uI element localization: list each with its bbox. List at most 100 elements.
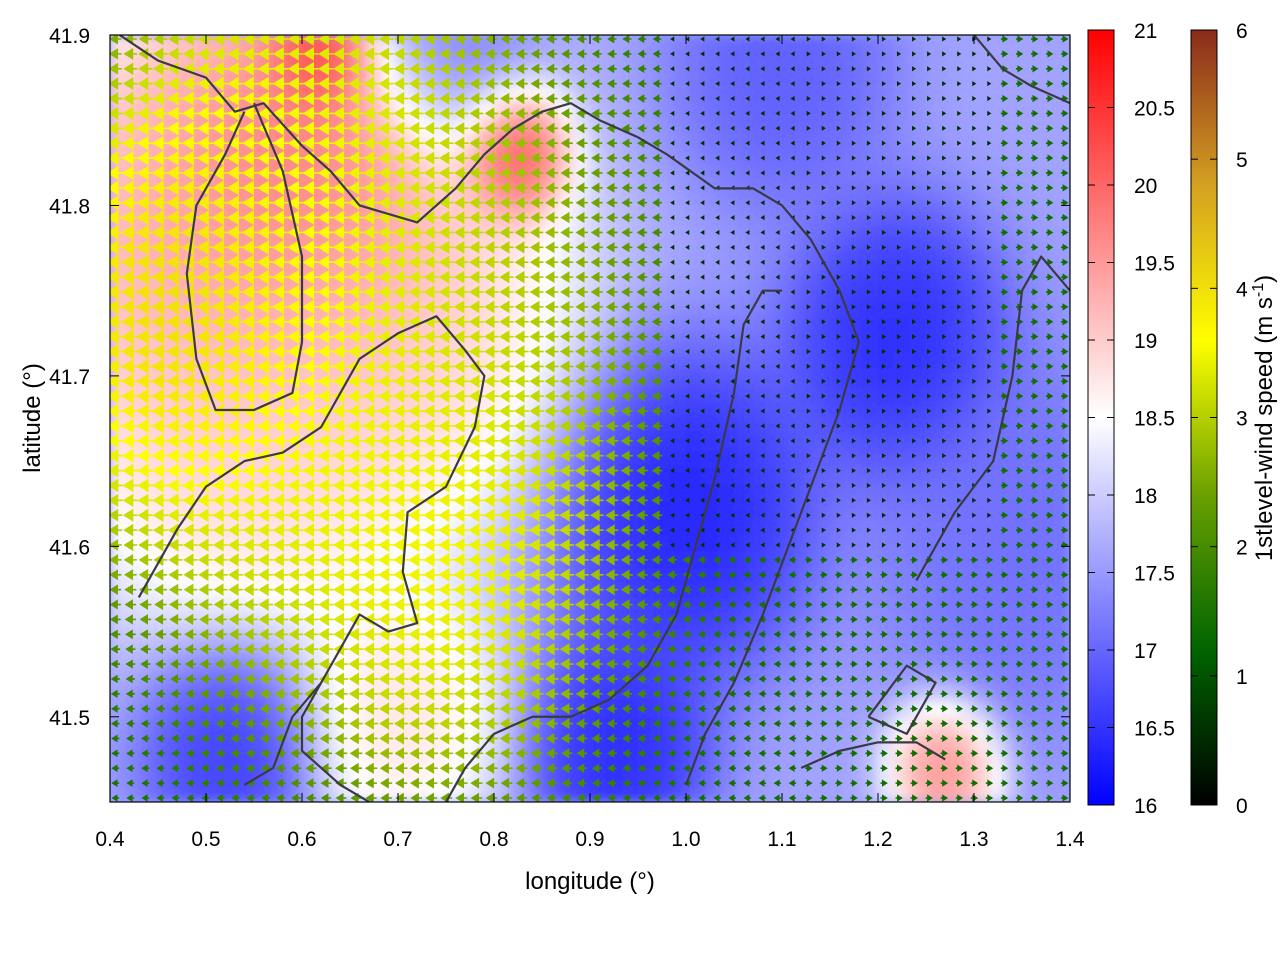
wind-arrow: [348, 552, 364, 567]
temperature-cell: [749, 751, 767, 770]
wind-arrow: [636, 405, 648, 417]
temperature-cell: [989, 351, 1007, 369]
wind-arrow: [141, 764, 150, 773]
wind-arrow: [347, 240, 365, 255]
temperature-cell: [685, 501, 703, 520]
wind-arrow: [408, 537, 425, 553]
temperature-cell: [733, 201, 751, 219]
wind-arrow: [393, 91, 409, 106]
wind-arrow: [651, 510, 663, 521]
wind-arrow: [438, 508, 455, 523]
temperature-cell: [685, 434, 703, 453]
wind-arrow: [498, 419, 515, 433]
temperature-cell: [829, 651, 847, 670]
temperature-cell: [669, 484, 687, 503]
wind-arrow: [230, 748, 241, 758]
wind-arrow: [168, 583, 183, 596]
wind-arrow: [110, 523, 123, 537]
wind-arrow: [257, 358, 275, 374]
temperature-cell: [797, 384, 815, 403]
wind-arrow: [667, 570, 677, 580]
temperature-cell: [637, 718, 655, 736]
temperature-cell: [989, 67, 1007, 86]
wind-arrow: [408, 508, 425, 523]
temperature-cell: [1005, 551, 1023, 570]
temperature-cell: [733, 117, 751, 136]
wind-arrow: [559, 330, 574, 343]
wind-arrow: [667, 674, 677, 684]
wind-arrow: [211, 210, 230, 226]
wind-arrow: [136, 165, 154, 181]
wind-arrow: [667, 689, 677, 699]
temperature-cell: [925, 101, 943, 119]
temperature-cell: [909, 151, 927, 169]
temperature-cell: [973, 334, 991, 353]
wind-arrow: [227, 418, 245, 434]
temperature-cell: [797, 51, 815, 69]
temperature-cell: [621, 718, 639, 736]
wind-arrow: [636, 599, 648, 610]
wind-arrow: [409, 35, 424, 46]
wind-arrow: [685, 244, 690, 250]
wind-arrow: [621, 108, 632, 119]
wind-arrow: [636, 644, 648, 655]
temperature-cell: [925, 217, 943, 236]
wind-arrow: [394, 717, 409, 730]
wind-arrow: [652, 198, 662, 208]
temperature-cell: [110, 668, 127, 686]
wind-arrow: [651, 346, 663, 357]
wind-arrow: [302, 478, 319, 493]
wind-arrow: [498, 448, 515, 463]
temperature-cell: [621, 784, 639, 802]
temperature-cell: [205, 668, 223, 686]
wind-arrow: [139, 629, 151, 640]
temperature-cell: [749, 401, 767, 419]
wind-arrow: [423, 255, 439, 269]
temperature-cell: [621, 251, 639, 269]
wind-arrow: [408, 627, 425, 642]
temperature-cell: [733, 234, 751, 253]
wind-arrow: [259, 703, 272, 715]
wind-arrow: [333, 35, 349, 46]
wind-arrow: [123, 538, 138, 552]
wind-arrow: [605, 435, 619, 447]
wind-arrow: [438, 448, 455, 463]
wind-arrow: [110, 433, 124, 448]
wind-arrow: [685, 274, 690, 280]
wind-arrow: [123, 47, 138, 60]
wind-arrow: [484, 285, 499, 299]
wind-arrow: [110, 704, 120, 713]
wind-arrow: [652, 94, 662, 103]
wind-arrow: [287, 121, 305, 136]
wind-arrow: [605, 479, 619, 492]
wind-arrow: [378, 151, 394, 165]
wind-arrow: [605, 271, 618, 283]
wind-arrow: [303, 627, 319, 641]
wind-arrow: [621, 614, 633, 625]
temperature-cell: [909, 51, 927, 69]
wind-arrow: [685, 482, 690, 489]
wind-arrow: [424, 717, 439, 730]
temperature-cell: [829, 251, 847, 269]
wind-arrow: [347, 404, 365, 419]
temperature-cell: [733, 468, 751, 486]
temperature-cell: [110, 584, 127, 603]
wind-arrow: [560, 122, 573, 134]
wind-arrow: [197, 135, 215, 151]
temperature-cell: [669, 534, 687, 553]
wind-arrow: [529, 404, 544, 418]
temperature-cell: [765, 334, 783, 353]
wind-arrow: [182, 121, 199, 136]
wind-arrow: [151, 195, 170, 211]
wind-arrow: [670, 259, 675, 265]
temperature-cell: [317, 67, 335, 86]
wind-arrow: [211, 224, 230, 241]
wind-arrow: [181, 433, 200, 449]
wind-arrow: [605, 554, 619, 566]
temperature-cell: [957, 468, 975, 486]
temperature-cell: [637, 234, 655, 253]
wind-arrow: [561, 78, 573, 89]
temperature-cell: [829, 167, 847, 186]
temperature-cell: [1053, 434, 1070, 453]
wind-arrow: [197, 61, 214, 76]
